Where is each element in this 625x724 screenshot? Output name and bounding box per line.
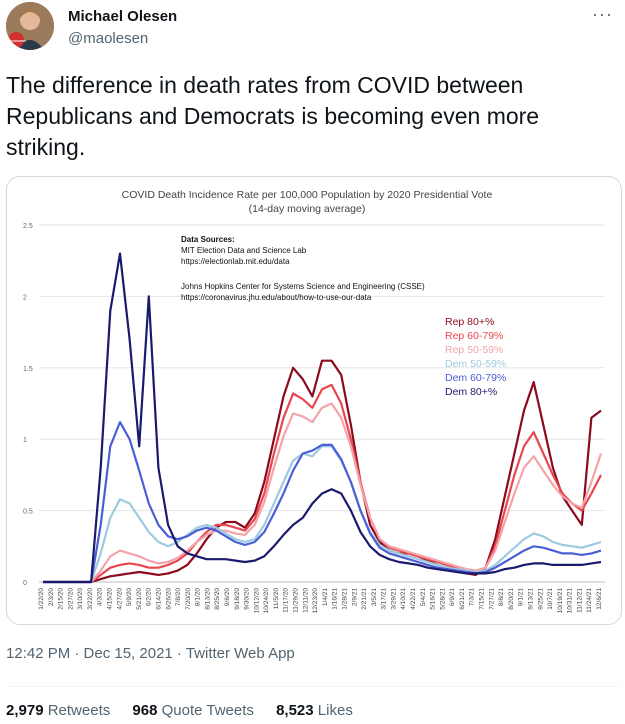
x-tick-label: 3/17/21 (381, 588, 388, 610)
x-tick-label: 5/4/21 (420, 588, 427, 606)
handle[interactable]: @maolesen (68, 30, 149, 47)
x-tick-label: 10/12/20 (253, 588, 260, 614)
x-tick-label: 7/20/20 (185, 588, 192, 610)
x-tick-label: 4/27/20 (116, 588, 123, 610)
legend-entry: Dem 60-79% (445, 372, 506, 384)
sources-line-2: https://electionlab.mit.edu/data (181, 257, 290, 266)
x-tick-label: 10/31/21 (567, 588, 574, 614)
legend-entry: Dem 50-59% (445, 358, 506, 370)
x-tick-label: 5/28/21 (439, 588, 446, 610)
x-tick-label: 8/20/21 (508, 588, 515, 610)
x-tick-label: 10/19/21 (557, 588, 564, 614)
x-tick-label: 5/16/21 (430, 588, 437, 610)
x-tick-label: 9/30/20 (244, 588, 251, 610)
display-name[interactable]: Michael Olesen (68, 8, 178, 25)
x-tick-label: 11/24/21 (586, 588, 593, 613)
x-tick-label: 6/9/21 (449, 588, 456, 606)
sources-heading: Data Sources: (181, 235, 235, 244)
tweet-text: The difference in death rates from COVID… (6, 72, 540, 160)
x-tick-label: 9/25/21 (537, 588, 544, 610)
series-line-rep-50-59- (43, 402, 603, 584)
y-tick-label: 0.5 (23, 509, 33, 516)
x-tick-label: 11/17/20 (283, 588, 290, 613)
series-line-dem-60-79- (43, 421, 602, 584)
divider (6, 686, 619, 687)
engagement-stats: 2,979 Retweets 968 Quote Tweets 8,523 Li… (6, 702, 371, 719)
x-tick-label: 4/22/21 (410, 588, 417, 610)
x-tick-label: 11/5/20 (273, 588, 280, 610)
series-line-rep-60-79- (43, 383, 602, 584)
legend-entry: Rep 50-59% (445, 344, 503, 356)
tweet-image[interactable]: COVID Death Incidence Rate per 100,000 P… (6, 176, 622, 625)
x-tick-label: 12/11/20 (302, 588, 309, 613)
chart-title: COVID Death Incidence Rate per 100,000 P… (122, 189, 493, 201)
x-tick-label: 2/3/20 (48, 588, 55, 606)
x-tick-label: 5/9/20 (126, 588, 133, 606)
sources-line-1: MIT Election Data and Science Lab (181, 246, 307, 255)
x-tick-label: 9/18/20 (234, 588, 241, 610)
y-tick-label: 1 (23, 437, 27, 444)
x-tick-label: 1/16/21 (332, 588, 339, 610)
x-tick-label: 2/27/20 (67, 588, 74, 610)
x-tick-label: 2/15/20 (58, 588, 65, 610)
x-tick-label: 1/22/20 (38, 588, 45, 610)
y-tick-label: 2.5 (23, 223, 33, 230)
quote-tweets-stat[interactable]: 968 Quote Tweets (132, 702, 254, 719)
x-tick-label: 9/13/21 (527, 588, 534, 610)
chart-subtitle: (14-day moving average) (249, 203, 366, 215)
x-tick-label: 8/1/20 (195, 588, 202, 606)
x-tick-label: 4/15/20 (107, 588, 114, 610)
x-tick-label: 10/7/21 (547, 588, 554, 610)
legend-entry: Rep 80+% (445, 316, 494, 328)
svg-text:VACCINATED: VACCINATED (6, 39, 26, 43)
likes-stat[interactable]: 8,523 Likes (276, 702, 353, 719)
x-tick-label: 6/26/20 (165, 588, 172, 610)
x-tick-label: 8/25/20 (214, 588, 221, 610)
x-tick-label: 2/21/21 (361, 588, 368, 610)
y-tick-label: 0 (23, 580, 27, 587)
legend-entry: Rep 60-79% (445, 330, 503, 342)
x-tick-label: 8/8/21 (498, 588, 505, 606)
sources-line-4: https://coronavirus.jhu.edu/about/how-to… (181, 293, 372, 302)
x-tick-label: 5/21/20 (136, 588, 143, 610)
series-line-rep-80- (43, 359, 602, 584)
x-tick-label: 6/14/20 (155, 588, 162, 610)
x-tick-label: 1/28/21 (341, 588, 348, 610)
series-line-dem-80- (43, 252, 602, 584)
x-tick-label: 2/9/21 (351, 588, 358, 606)
timestamp[interactable]: 12:42 PM · Dec 15, 2021 · Twitter Web Ap… (6, 645, 295, 662)
x-tick-label: 1/4/21 (322, 588, 329, 606)
x-tick-label: 11/12/21 (576, 588, 583, 613)
chart: COVID Death Incidence Rate per 100,000 P… (23, 189, 605, 614)
x-tick-label: 9/6/20 (224, 588, 231, 606)
x-tick-label: 3/10/20 (77, 588, 84, 610)
x-tick-label: 10/24/20 (263, 588, 270, 614)
x-tick-label: 9/1/21 (518, 588, 525, 606)
x-tick-label: 12/6/21 (596, 588, 603, 610)
y-tick-label: 1.5 (23, 366, 33, 373)
x-tick-label: 4/10/21 (400, 588, 407, 610)
x-tick-label: 4/3/20 (97, 588, 104, 606)
retweets-stat[interactable]: 2,979 Retweets (6, 702, 111, 719)
x-tick-label: 12/23/20 (312, 588, 319, 614)
y-tick-label: 2 (23, 294, 27, 301)
x-tick-label: 7/3/21 (469, 588, 476, 606)
series-line-dem-50-59- (43, 445, 602, 584)
avatar[interactable]: VACCINATED (6, 2, 54, 50)
x-tick-label: 7/15/21 (479, 588, 486, 610)
x-tick-label: 3/5/21 (371, 588, 378, 606)
x-tick-label: 3/29/21 (390, 588, 397, 610)
x-tick-label: 6/21/21 (459, 588, 466, 610)
x-tick-label: 8/13/20 (204, 588, 211, 610)
x-tick-label: 6/2/20 (146, 588, 153, 606)
more-options-icon[interactable]: ··· (592, 4, 613, 24)
x-tick-label: 3/22/20 (87, 588, 94, 610)
legend-entry: Dem 80+% (445, 386, 497, 398)
x-tick-label: 11/29/20 (293, 588, 300, 613)
x-tick-label: 7/27/21 (488, 588, 495, 610)
x-tick-label: 7/8/20 (175, 588, 182, 606)
sources-line-3: Johns Hopkins Center for Systems Science… (181, 282, 425, 291)
